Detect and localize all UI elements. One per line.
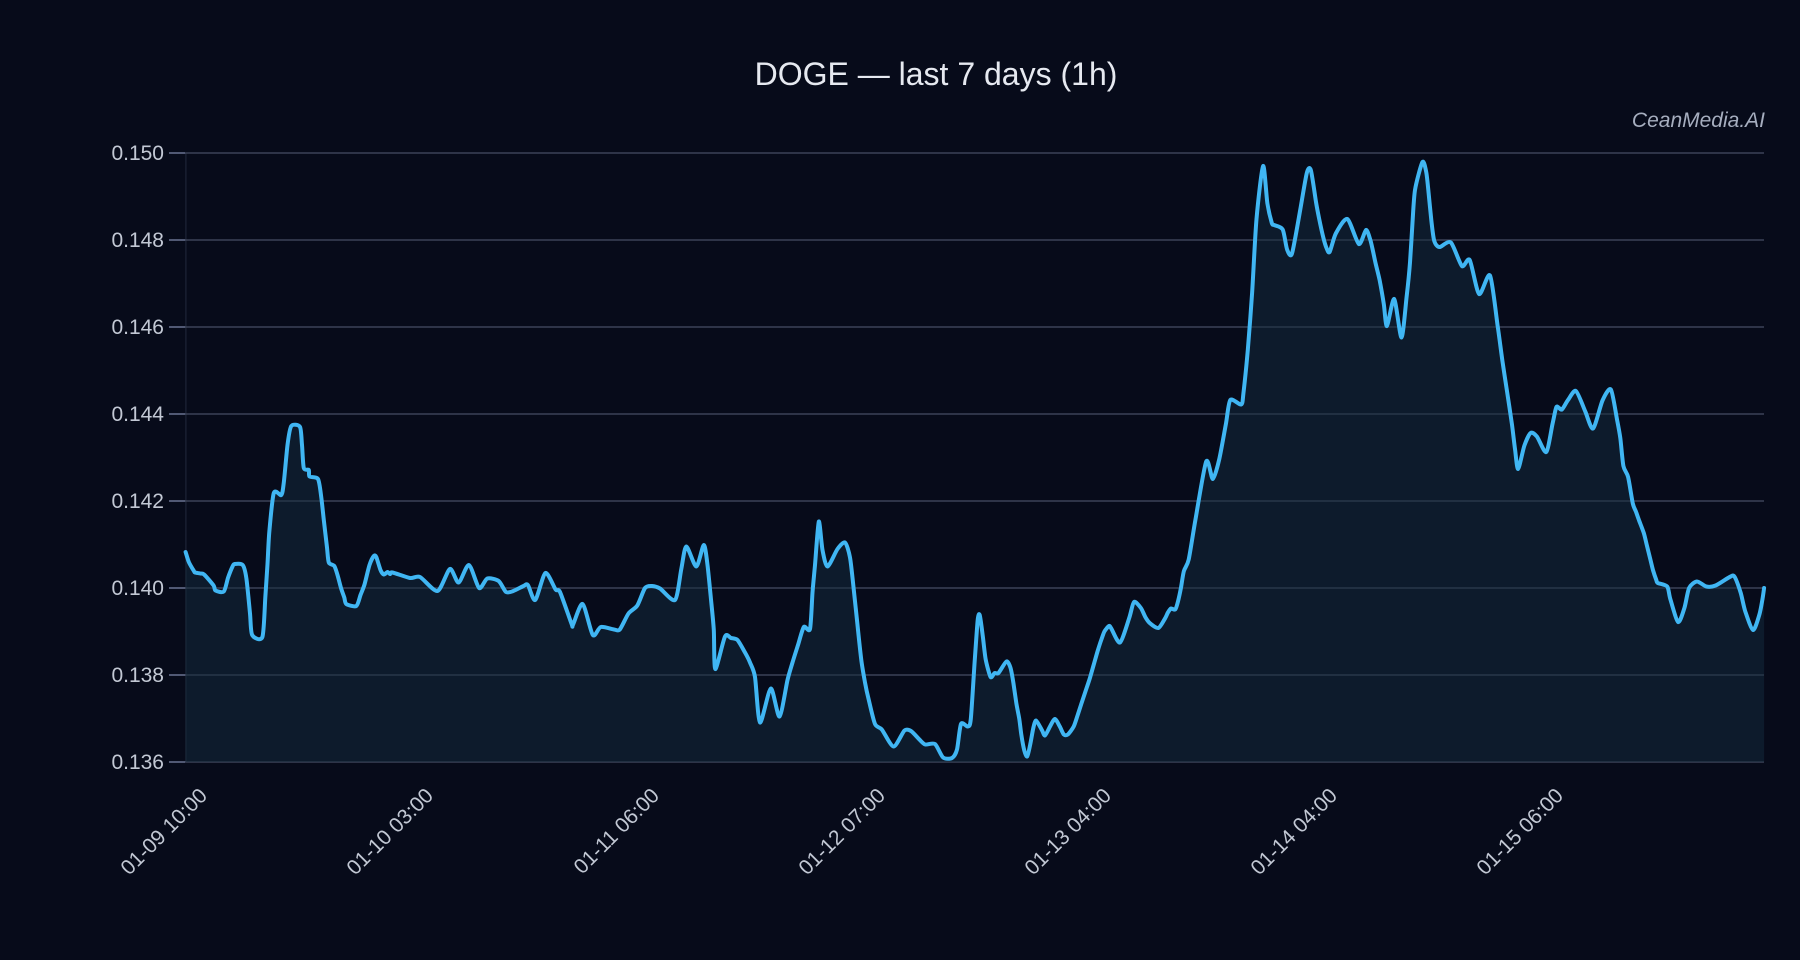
svg-text:0.140: 0.140 <box>111 577 164 600</box>
svg-text:0.142: 0.142 <box>111 490 164 513</box>
svg-text:0.136: 0.136 <box>111 751 164 774</box>
svg-text:0.148: 0.148 <box>111 229 164 252</box>
svg-text:0.144: 0.144 <box>111 403 164 426</box>
svg-text:CeanMedia.AI: CeanMedia.AI <box>1632 109 1765 132</box>
svg-text:0.138: 0.138 <box>111 664 164 687</box>
svg-text:DOGE — last 7 days (1h): DOGE — last 7 days (1h) <box>755 56 1118 92</box>
svg-text:0.146: 0.146 <box>111 316 164 339</box>
svg-text:0.150: 0.150 <box>111 142 164 165</box>
